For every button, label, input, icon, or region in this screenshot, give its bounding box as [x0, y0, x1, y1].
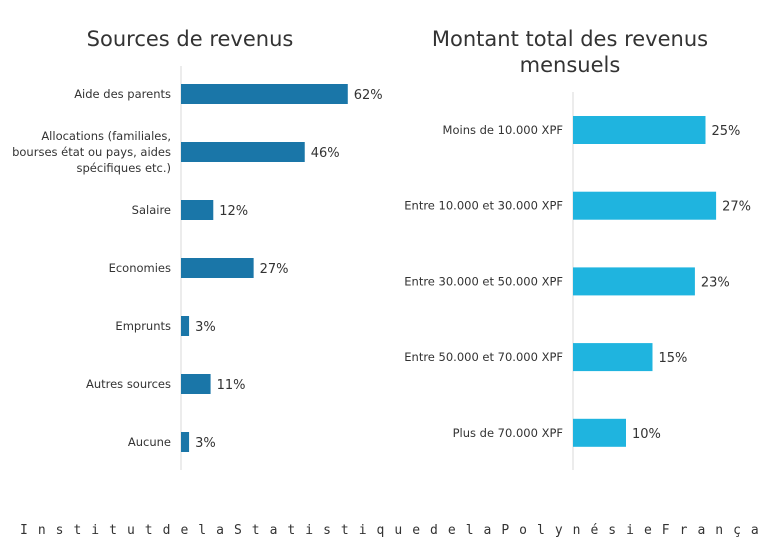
category-label: Economies — [109, 261, 171, 275]
footer-word: de — [162, 523, 199, 538]
footer-word: Polynésie — [501, 523, 662, 538]
chart-title-right: Montant total des revenus mensuels — [410, 26, 730, 78]
category-label: spécifiques etc.) — [77, 161, 172, 175]
bar — [573, 116, 706, 144]
title-line: Montant total des revenus — [431, 27, 709, 51]
chart-title-left: Sources de revenus — [86, 27, 294, 51]
bar — [181, 432, 190, 452]
bar — [181, 84, 348, 104]
category-label: Entre 30.000 et 50.000 XPF — [404, 274, 563, 288]
category-label: Aucune — [128, 435, 171, 449]
category-label: Plus de 70.000 XPF — [453, 426, 563, 440]
category-label: Allocations (familiales, — [41, 129, 171, 143]
footer-word: Française — [661, 523, 758, 538]
category-label: bourses état ou pays, aides — [12, 145, 171, 159]
data-label: 3% — [195, 436, 216, 451]
data-label: 62% — [354, 88, 383, 103]
title-line: mensuels — [519, 53, 621, 77]
data-label: 11% — [217, 378, 246, 393]
footer-word: la — [198, 523, 234, 538]
data-label: 46% — [311, 146, 340, 161]
bar — [573, 191, 717, 220]
category-label: Moins de 10.000 XPF — [443, 123, 563, 137]
data-label: 10% — [632, 427, 661, 442]
category-label: Emprunts — [115, 319, 171, 333]
data-label: 23% — [701, 275, 730, 290]
bar — [181, 258, 254, 278]
bar — [181, 142, 305, 162]
footer-word: Institut — [20, 523, 163, 538]
data-label: 15% — [659, 351, 688, 366]
category-label: Salaire — [132, 203, 171, 217]
category-label: Entre 50.000 et 70.000 XPF — [404, 350, 563, 364]
data-label: 27% — [260, 262, 289, 277]
data-label: 3% — [195, 320, 216, 335]
data-label: 25% — [712, 124, 741, 139]
footer-word: de — [430, 523, 466, 538]
bar — [573, 418, 626, 447]
bar — [573, 267, 695, 296]
footer: Institut de la Statistique de la Polynés… — [20, 523, 758, 538]
bar — [181, 374, 211, 394]
bar — [181, 316, 190, 336]
data-label: 27% — [722, 200, 751, 215]
bar — [573, 343, 653, 372]
category-label: Entre 10.000 et 30.000 XPF — [404, 199, 563, 213]
footer-word: la — [465, 523, 502, 538]
data-label: 12% — [219, 204, 248, 219]
category-label: Aide des parents — [74, 87, 171, 101]
bar — [181, 200, 214, 220]
footer-word: Statistique — [233, 523, 431, 538]
category-label: Autres sources — [86, 377, 171, 391]
